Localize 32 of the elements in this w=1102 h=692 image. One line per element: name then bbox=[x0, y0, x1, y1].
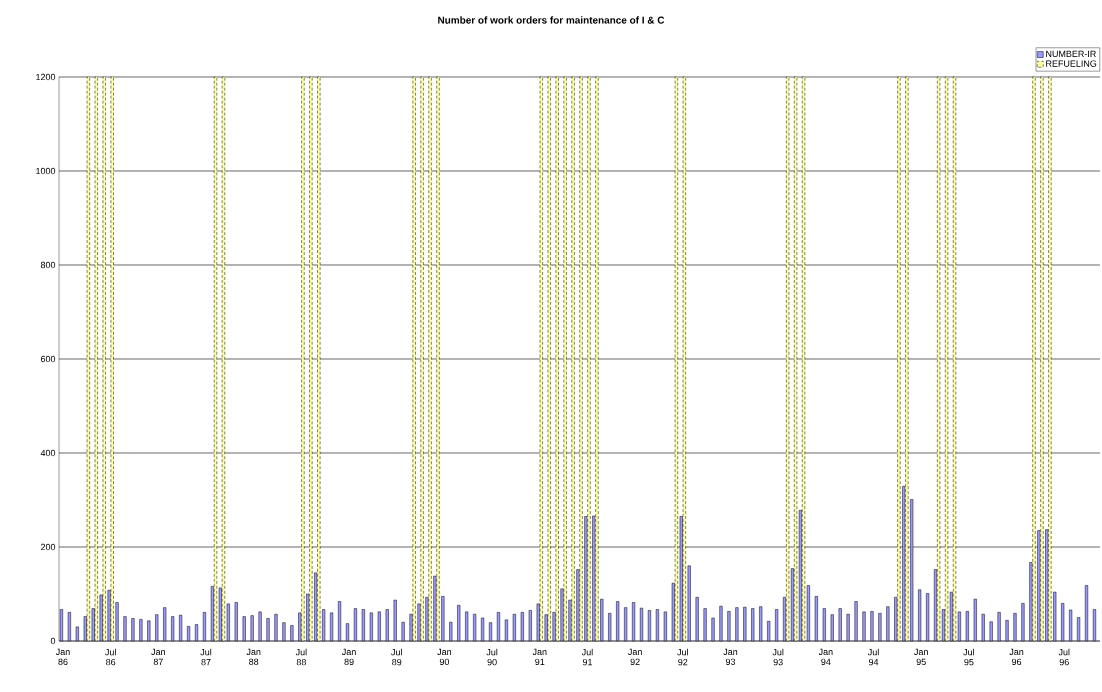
y-tick-label: 1000 bbox=[36, 167, 56, 175]
y-tick-label: 200 bbox=[40, 543, 56, 551]
x-tick-label: Jan 93 bbox=[723, 648, 738, 665]
x-tick-label: Jul 91 bbox=[581, 648, 593, 666]
y-tick-label: 1200 bbox=[36, 73, 56, 81]
legend-label: REFUELING bbox=[1046, 60, 1097, 67]
x-tick-label: Jul 96 bbox=[1058, 648, 1070, 666]
x-tick-label: Jul 86 bbox=[105, 648, 116, 666]
chart-title: Number of work orders for maintenance of I & C bbox=[438, 16, 665, 24]
legend-label: NUMBER-IR bbox=[1046, 50, 1096, 58]
x-tick-label: Jan 91 bbox=[532, 648, 547, 665]
x-tick-label: Jul 94 bbox=[867, 648, 879, 666]
x-tick-label: Jan 90 bbox=[437, 648, 452, 665]
x-tick-label: Jul 90 bbox=[486, 648, 498, 666]
x-tick-label: Jan 94 bbox=[818, 648, 833, 665]
x-tick-label: Jul 87 bbox=[200, 648, 212, 666]
y-tick-label: 800 bbox=[40, 261, 56, 269]
x-tick-label: Jan 87 bbox=[151, 648, 165, 665]
x-tick-label: Jan 96 bbox=[1009, 648, 1024, 665]
x-tick-label: Jan 86 bbox=[55, 648, 70, 665]
x-tick-label: Jan 89 bbox=[341, 648, 356, 665]
x-tick-label: Jan 88 bbox=[246, 648, 261, 665]
x-tick-label: Jul 95 bbox=[963, 648, 975, 666]
x-tick-label: Jul 92 bbox=[677, 648, 688, 666]
y-tick-label: 0 bbox=[50, 637, 56, 645]
x-tick-label: Jul 93 bbox=[772, 648, 784, 666]
x-tick-label: Jul 88 bbox=[295, 648, 307, 666]
y-tick-label: 600 bbox=[40, 355, 56, 363]
y-tick-label: 400 bbox=[40, 449, 56, 457]
x-tick-label: Jul 89 bbox=[391, 648, 402, 666]
x-tick-label: Jan 95 bbox=[914, 648, 928, 665]
x-tick-label: Jan 92 bbox=[628, 648, 642, 665]
